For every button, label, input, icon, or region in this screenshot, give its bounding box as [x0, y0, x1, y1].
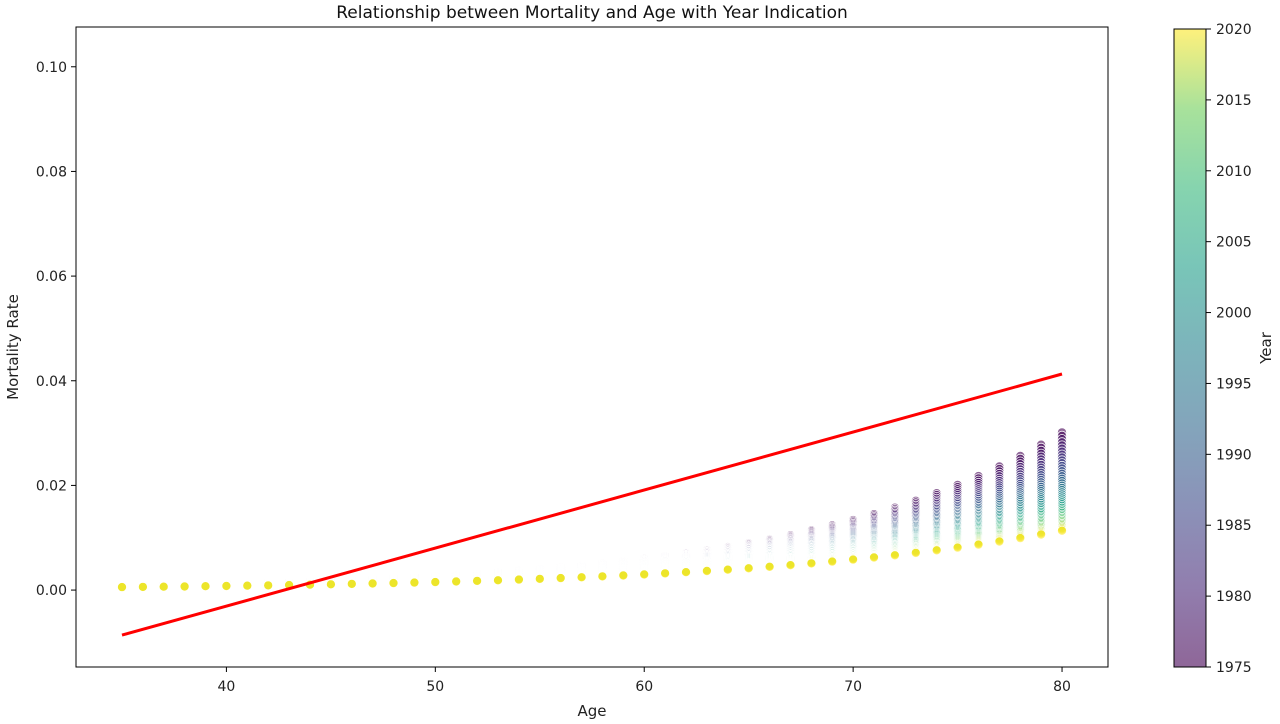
x-tick-label: 80 [1053, 679, 1071, 695]
colorbar [1174, 29, 1206, 667]
colorbar-tick-label: 1990 [1216, 447, 1252, 463]
scatter-point [785, 560, 796, 571]
scatter-point [576, 572, 587, 583]
scatter-point [639, 569, 650, 580]
scatter-point [346, 578, 357, 589]
scatter-point [534, 573, 545, 584]
scatter-point [430, 577, 441, 588]
scatter-point [221, 581, 232, 592]
scatter-point [179, 581, 190, 592]
scatter-point [325, 579, 336, 590]
scatter-point [806, 558, 817, 569]
scatter-point [764, 561, 775, 572]
scatter-point [472, 575, 483, 586]
scatter-point [367, 578, 378, 589]
y-axis: 0.00 0.02 0.04 0.06 0.08 0.10 [36, 60, 76, 599]
colorbar-tick-label: 1975 [1216, 660, 1252, 676]
y-tick-label: 0.10 [36, 60, 67, 76]
colorbar-label: Year [1257, 331, 1275, 365]
scatter-point [701, 566, 712, 577]
scatter-point [994, 536, 1005, 547]
scatter-point [722, 564, 733, 575]
colorbar-tick-label: 2000 [1216, 306, 1252, 322]
scatter-point [388, 578, 399, 589]
scatter-point [910, 547, 921, 558]
y-axis-label: Mortality Rate [4, 294, 22, 400]
scatter-point [137, 581, 148, 592]
x-tick-label: 60 [635, 679, 653, 695]
y-tick-label: 0.08 [36, 164, 67, 180]
chart-title: Relationship between Mortality and Age w… [336, 3, 848, 23]
scatter-point [681, 567, 692, 578]
colorbar-tick-label: 1980 [1216, 589, 1252, 605]
colorbar-tick-label: 1995 [1216, 376, 1252, 392]
scatter-point [869, 552, 880, 563]
scatter-point [618, 570, 629, 581]
y-tick-label: 0.04 [36, 374, 67, 390]
scatter-point [1036, 529, 1047, 540]
scatter-point [827, 556, 838, 567]
y-tick-label: 0.06 [36, 269, 67, 285]
colorbar-frame [1173, 28, 1207, 668]
scatter-point [451, 576, 462, 587]
colorbar-tick-label: 2020 [1216, 22, 1252, 38]
y-tick-label: 0.00 [36, 583, 67, 599]
colorbar-tick-label: 2005 [1216, 235, 1252, 251]
colorbar-tick-label: 1985 [1216, 518, 1252, 534]
scatter-point [889, 550, 900, 561]
scatter-point [242, 580, 253, 591]
scatter-point [660, 568, 671, 579]
colorbar-tick-label: 2010 [1216, 164, 1252, 180]
plot-frame [75, 26, 1109, 668]
scatter-point [555, 573, 566, 584]
scatter-point [409, 577, 420, 588]
x-tick-label: 70 [844, 679, 862, 695]
x-tick-label: 40 [217, 679, 235, 695]
scatter-point [158, 581, 169, 592]
x-axis-label: Age [577, 702, 606, 720]
colorbar-tick-label: 2015 [1216, 93, 1252, 109]
scatter-point [1015, 533, 1026, 544]
scatter-point [973, 539, 984, 550]
scatter-point [848, 554, 859, 565]
scatter-point [1057, 525, 1068, 536]
colorbar-ticks: 1975 1980 1985 1990 1995 2000 2005 2010 2015 2020 [1206, 22, 1252, 676]
scatter-point [200, 581, 211, 592]
scatter-points [117, 427, 1068, 593]
y-tick-label: 0.02 [36, 478, 67, 494]
scatter-point [597, 571, 608, 582]
scatter-point [492, 575, 503, 586]
scatter-point [513, 574, 524, 585]
scatter-point [117, 582, 128, 593]
x-axis: 40 50 60 70 80 [217, 667, 1071, 695]
scatter-point [931, 545, 942, 556]
scatter-point [263, 580, 274, 591]
scatter-point [952, 542, 963, 553]
regression-line [121, 372, 1063, 637]
plot-area [76, 27, 1108, 667]
x-tick-label: 50 [426, 679, 444, 695]
scatter-point [743, 563, 754, 574]
